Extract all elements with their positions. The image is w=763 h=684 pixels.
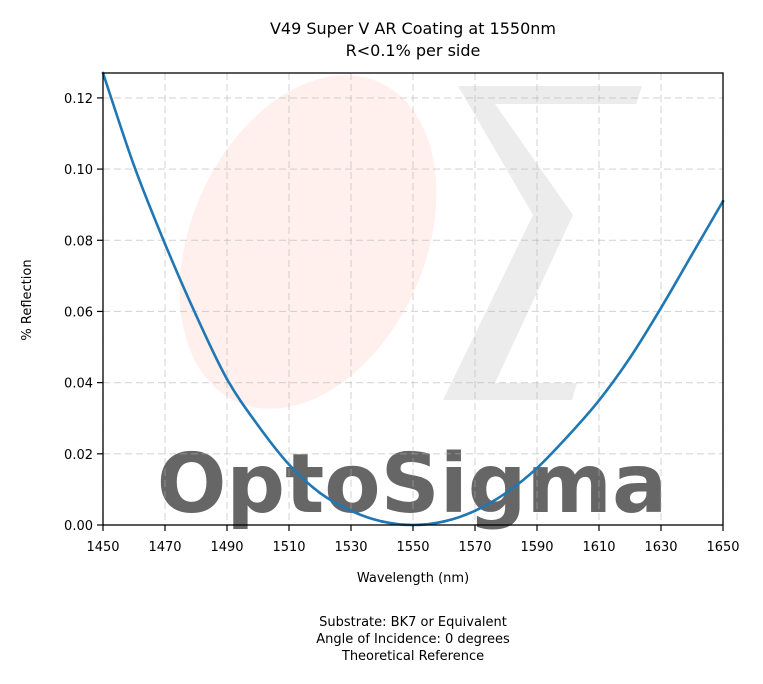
x-tick-label: 1470 (148, 540, 181, 555)
x-tick-label: 1450 (86, 540, 119, 555)
watermark-text: OptoSigma (157, 437, 668, 532)
grid (102, 73, 724, 526)
y-tick-label: 0.04 (64, 377, 93, 392)
data-point (287, 463, 291, 466)
watermark-ellipse (179, 75, 437, 409)
x-axis-label: Wavelength (nm) (357, 571, 469, 586)
data-point (194, 313, 198, 317)
x-tick-label: 1650 (706, 540, 739, 555)
y-tick-label: 0.10 (64, 163, 93, 178)
data-point (659, 306, 663, 310)
data-point (256, 424, 260, 427)
data-point (535, 466, 539, 470)
x-tick-label: 1530 (334, 540, 367, 555)
data-point (566, 434, 570, 438)
y-tick-label: 0.06 (64, 305, 93, 320)
data-point (473, 509, 477, 513)
footer-substrate: Substrate: BK7 or Equivalent (319, 615, 507, 630)
watermark-logo: OptoSigma (157, 75, 668, 532)
chart-title: V49 Super V AR Coating at 1550nm (270, 19, 556, 38)
x-tick-label: 1570 (458, 540, 491, 555)
y-axis-ticks: 0.00 0.02 0.04 0.06 0.08 0.10 0.12 (64, 92, 103, 534)
x-tick-label: 1610 (582, 540, 615, 555)
data-point (442, 520, 446, 523)
x-tick-label: 1490 (210, 540, 243, 555)
x-tick-label: 1550 (396, 540, 429, 555)
data-point (504, 491, 508, 495)
data-point (597, 399, 601, 402)
chart-subtitle: R<0.1% per side (346, 41, 481, 60)
x-tick-label: 1510 (272, 540, 305, 555)
data-point (225, 377, 229, 381)
data-point (318, 491, 322, 495)
x-tick-label: 1590 (520, 540, 553, 555)
y-tick-label: 0.00 (64, 519, 93, 534)
data-point (628, 356, 632, 360)
footer-reference: Theoretical Reference (341, 649, 484, 664)
data-point (132, 164, 136, 167)
y-tick-label: 0.12 (64, 92, 93, 107)
data-point (349, 509, 353, 513)
data-point (163, 242, 167, 246)
data-point (380, 520, 384, 523)
footer-angle: Angle of Incidence: 0 degrees (316, 632, 510, 647)
x-tick-label: 1630 (644, 540, 677, 555)
y-tick-label: 0.02 (64, 448, 93, 463)
data-point (690, 253, 694, 256)
x-axis-ticks: 1450 1470 1490 1510 1530 1550 1570 1590 1610 1630… (86, 525, 740, 555)
y-axis-label: % Reflection (20, 259, 35, 340)
watermark-sigma (443, 86, 642, 400)
y-tick-label: 0.08 (64, 234, 93, 249)
